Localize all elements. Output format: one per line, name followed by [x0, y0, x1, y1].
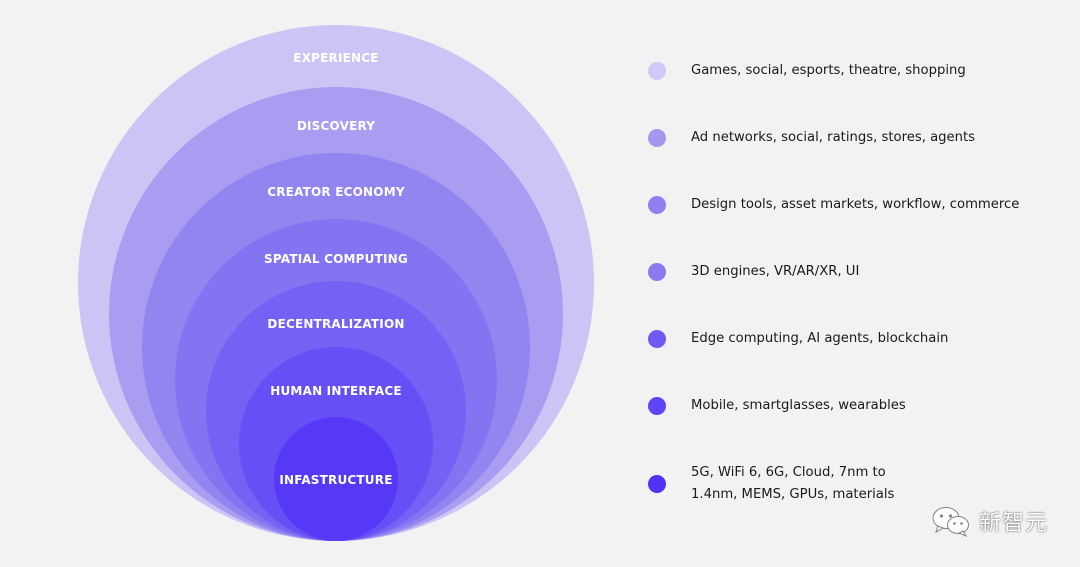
layer-circle-infastructure — [274, 417, 398, 541]
layer-label-experience: EXPERIENCE — [293, 51, 378, 65]
legend-text-discovery: Ad networks, social, ratings, stores, ag… — [691, 130, 976, 145]
legend-text-infastructure-line-2: 1.4nm, MEMS, GPUs, materials — [691, 487, 895, 502]
legend-dot-creator-economy — [648, 196, 666, 214]
legend-text-spatial-computing: 3D engines, VR/AR/XR, UI — [691, 264, 860, 279]
legend-text-experience: Games, social, esports, theatre, shoppin… — [691, 63, 966, 78]
legend-dot-experience — [648, 62, 666, 80]
legend-item-human-interface: Mobile, smartglasses, wearables — [648, 397, 906, 417]
legend-item-infastructure: 5G, WiFi 6, 6G, Cloud, 7nm to 1.4nm, MEM… — [648, 465, 894, 506]
legend-dot-decentralization — [648, 330, 666, 348]
legend-dot-discovery — [648, 129, 666, 147]
watermark: 新智元 — [931, 505, 1048, 537]
layer-label-human-interface: HUMAN INTERFACE — [270, 384, 401, 398]
layer-circles — [78, 25, 594, 541]
layer-label-discovery: DISCOVERY — [297, 119, 375, 133]
legend-text-infastructure: 5G, WiFi 6, 6G, Cloud, 7nm to 1.4nm, MEM… — [691, 462, 894, 506]
layer-labels: EXPERIENCE DISCOVERY CREATOR ECONOMY SPATIA… — [264, 51, 408, 487]
legend: Games, social, esports, theatre, shoppin… — [648, 0, 1068, 567]
legend-text-decentralization: Edge computing, AI agents, blockchain — [691, 331, 949, 346]
layer-label-spatial-computing: SPATIAL COMPUTING — [264, 252, 408, 266]
legend-dot-infastructure — [648, 475, 666, 493]
watermark-text: 新智元 — [978, 511, 1048, 536]
legend-item-decentralization: Edge computing, AI agents, blockchain — [648, 330, 948, 350]
legend-dot-spatial-computing — [648, 263, 666, 281]
legend-text-human-interface: Mobile, smartglasses, wearables — [691, 398, 906, 413]
legend-item-creator-economy: Design tools, asset markets, workflow, c… — [648, 196, 1019, 216]
wechat-icon — [932, 507, 969, 537]
legend-item-discovery: Ad networks, social, ratings, stores, ag… — [648, 129, 975, 149]
legend-dot-human-interface — [648, 397, 666, 415]
legend-text-infastructure-line-1: 5G, WiFi 6, 6G, Cloud, 7nm to — [691, 465, 886, 480]
layer-label-infastructure: INFASTRUCTURE — [279, 473, 392, 487]
layer-label-creator-economy: CREATOR ECONOMY — [267, 185, 405, 199]
legend-text-creator-economy: Design tools, asset markets, workflow, c… — [691, 197, 1020, 212]
nested-layers-diagram: EXPERIENCE DISCOVERY CREATOR ECONOMY SPATIA… — [78, 25, 594, 541]
legend-item-spatial-computing: 3D engines, VR/AR/XR, UI — [648, 263, 859, 283]
legend-item-experience: Games, social, esports, theatre, shoppin… — [648, 62, 966, 82]
layer-label-decentralization: DECENTRALIZATION — [267, 317, 404, 331]
